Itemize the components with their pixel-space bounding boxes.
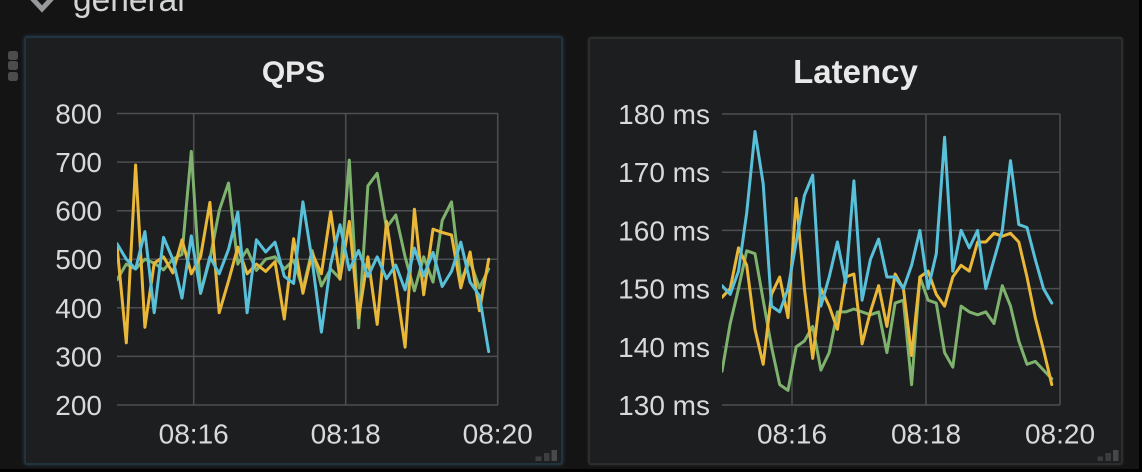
svg-text:Latency: Latency xyxy=(793,53,918,90)
svg-text:800: 800 xyxy=(55,99,102,130)
svg-text:600: 600 xyxy=(55,196,102,227)
svg-text:QPS: QPS xyxy=(262,56,325,89)
svg-text:08:18: 08:18 xyxy=(891,419,961,450)
svg-text:400: 400 xyxy=(55,293,102,324)
svg-text:08:16: 08:16 xyxy=(159,419,229,450)
svg-text:500: 500 xyxy=(55,244,102,275)
svg-text:08:20: 08:20 xyxy=(463,419,533,450)
svg-text:180 ms: 180 ms xyxy=(618,99,710,130)
svg-text:08:18: 08:18 xyxy=(311,419,381,450)
svg-text:300: 300 xyxy=(55,341,102,372)
svg-text:150 ms: 150 ms xyxy=(618,274,710,305)
svg-text:700: 700 xyxy=(55,147,102,178)
svg-text:130 ms: 130 ms xyxy=(618,390,710,421)
svg-text:170 ms: 170 ms xyxy=(618,157,710,188)
svg-text:160 ms: 160 ms xyxy=(618,215,710,246)
svg-text:08:20: 08:20 xyxy=(1025,419,1095,450)
svg-text:140 ms: 140 ms xyxy=(618,332,710,363)
svg-text:200: 200 xyxy=(55,390,102,421)
svg-text:08:16: 08:16 xyxy=(757,419,827,450)
